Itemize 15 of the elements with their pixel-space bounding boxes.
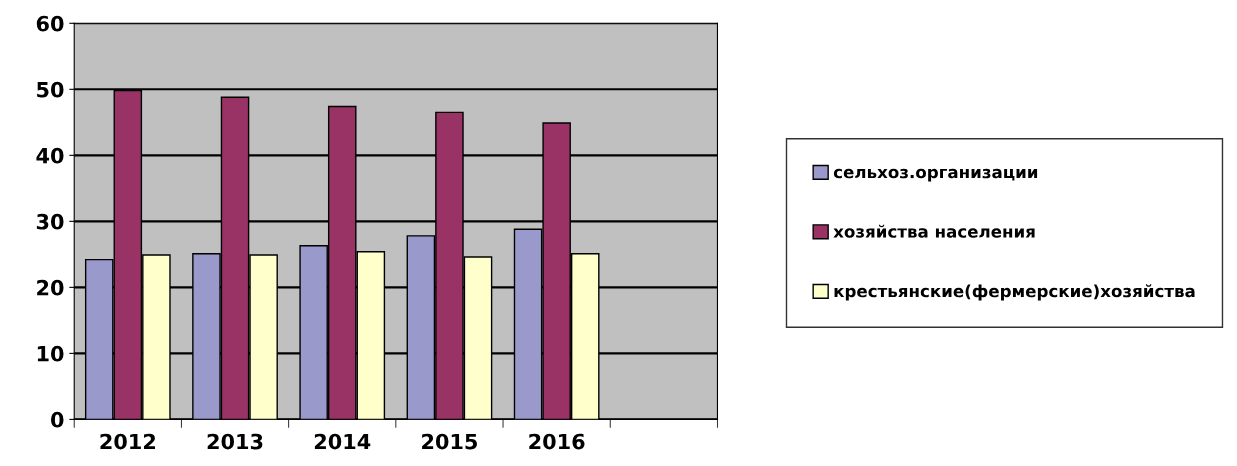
y-tick-label: 10: [37, 345, 64, 362]
legend-label: сельхоз.организации: [833, 168, 1038, 182]
y-tick-label: 50: [37, 81, 64, 98]
legend-label: крестьянские(фермерские)хозяйства: [834, 284, 1195, 301]
y-tick-label: 40: [36, 147, 64, 164]
x-tick-label: 2012: [100, 433, 156, 450]
x-tick-label: 2013: [207, 433, 263, 450]
legend-label: хозяйства населения: [833, 224, 1035, 238]
x-tick-label: 2014: [314, 433, 371, 450]
x-tick-label: 2015: [422, 433, 477, 450]
x-tick-label: 2016: [529, 433, 585, 450]
y-tick-label: 60: [36, 15, 64, 32]
y-tick-label: 30: [36, 213, 64, 230]
y-tick-label: 20: [37, 279, 64, 296]
y-tick-label: 0: [51, 411, 64, 428]
